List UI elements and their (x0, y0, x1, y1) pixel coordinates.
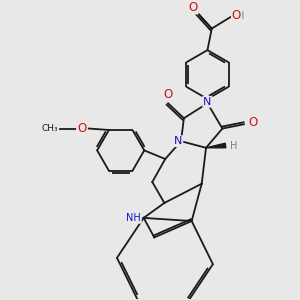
Text: O: O (164, 88, 173, 101)
Polygon shape (206, 143, 226, 148)
Text: O: O (232, 9, 241, 22)
Text: O: O (77, 122, 86, 135)
Text: N: N (203, 97, 211, 107)
Text: O: O (248, 116, 257, 129)
Text: H: H (237, 11, 244, 21)
Text: N: N (174, 136, 182, 146)
Text: H: H (230, 141, 237, 152)
Text: NH: NH (126, 213, 141, 223)
Text: CH₃: CH₃ (42, 124, 58, 133)
Text: O: O (188, 1, 198, 13)
